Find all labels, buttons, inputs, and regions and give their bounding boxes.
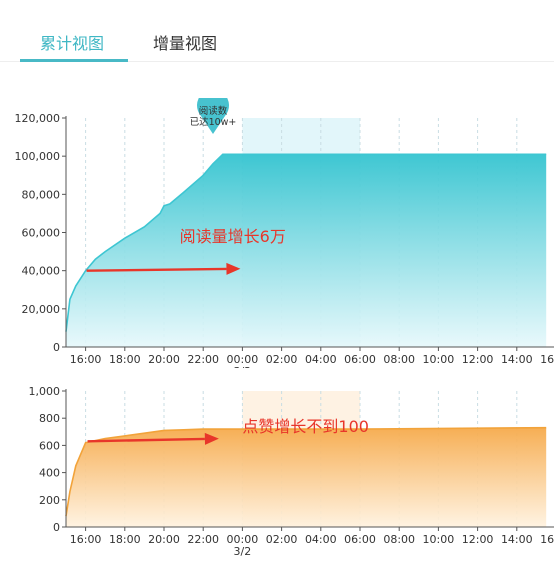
annotation-arrow-shaft xyxy=(86,267,227,272)
active-tab-indicator xyxy=(20,59,128,62)
y-tick-label: 600 xyxy=(39,439,60,452)
x-tick-label: 00:00 xyxy=(227,533,259,546)
y-tick-label: 120,000 xyxy=(15,112,61,125)
y-tick-label: 1,000 xyxy=(29,385,61,398)
x-tick-label: 20:00 xyxy=(148,533,180,546)
y-tick-label: 0 xyxy=(53,341,60,354)
x-tick-label: 00:00 xyxy=(227,353,259,366)
x-tick-label: 04:00 xyxy=(305,353,337,366)
y-tick-label: 60,000 xyxy=(22,227,61,240)
y-tick-label: 100,000 xyxy=(15,150,61,163)
x-tick-label: 16:00 xyxy=(70,353,102,366)
x-tick-label: 14:00 xyxy=(501,533,533,546)
reads-chart: 0 20,000 40,000 60,000 80,000 100,000 120,000 1… xyxy=(15,98,554,368)
series-line xyxy=(65,426,547,517)
date-label: 3/2 xyxy=(234,365,252,368)
x-tick-label: 20:00 xyxy=(148,353,180,366)
y-tick-label: 0 xyxy=(53,521,60,534)
x-tick-label: 16:00 xyxy=(540,353,554,366)
x-tick-label: 18:00 xyxy=(109,353,141,366)
x-tick-label: 22:00 xyxy=(187,533,219,546)
x-tick-label: 22:00 xyxy=(187,353,219,366)
series-line xyxy=(65,153,547,332)
x-tick-label: 06:00 xyxy=(344,533,376,546)
view-tabs: 累计视图 增量视图 xyxy=(0,0,554,64)
x-tick-label: 16:00 xyxy=(70,533,102,546)
x-tick-label: 02:00 xyxy=(266,533,298,546)
series-area xyxy=(66,154,547,347)
likes-chart: 0 200 400 600 800 1,000 16:00 18:00 20:00 22:00 00… xyxy=(29,385,554,558)
x-tick-label: 04:00 xyxy=(305,533,337,546)
x-tick-label: 12:00 xyxy=(462,353,494,366)
x-tick-label: 02:00 xyxy=(266,353,298,366)
annotation-arrow-head xyxy=(204,432,219,445)
annotation-arrow-shaft xyxy=(87,437,205,443)
tab-incremental-view[interactable]: 增量视图 xyxy=(153,34,218,53)
x-tick-label: 08:00 xyxy=(383,353,415,366)
y-tick-label: 200 xyxy=(39,494,60,507)
x-tick-label: 12:00 xyxy=(462,533,494,546)
x-tick-label: 14:00 xyxy=(501,353,533,366)
annotation-arrow-head xyxy=(226,262,241,275)
tab-divider xyxy=(0,61,554,62)
tab-cumulative-view[interactable]: 累计视图 xyxy=(40,34,105,53)
y-tick-label: 80,000 xyxy=(22,188,61,201)
annotation-text: 点赞增长不到100 xyxy=(242,417,369,436)
x-tick-label: 10:00 xyxy=(423,533,455,546)
y-tick-label: 800 xyxy=(39,412,60,425)
x-tick-label: 16:00 xyxy=(540,533,554,546)
y-tick-label: 40,000 xyxy=(22,265,61,278)
date-label: 3/2 xyxy=(234,545,252,558)
annotation-text: 阅读量增长6万 xyxy=(180,227,286,246)
milestone-pin xyxy=(197,98,229,134)
x-tick-label: 10:00 xyxy=(423,353,455,366)
x-tick-label: 18:00 xyxy=(109,533,141,546)
x-tick-label: 06:00 xyxy=(344,353,376,366)
pin-label: 已达10w+ xyxy=(190,116,237,128)
y-tick-label: 20,000 xyxy=(22,303,61,316)
y-tick-label: 400 xyxy=(39,467,60,480)
series-area xyxy=(66,427,547,527)
pin-label: 阅读数 xyxy=(199,105,228,117)
x-tick-label: 08:00 xyxy=(383,533,415,546)
